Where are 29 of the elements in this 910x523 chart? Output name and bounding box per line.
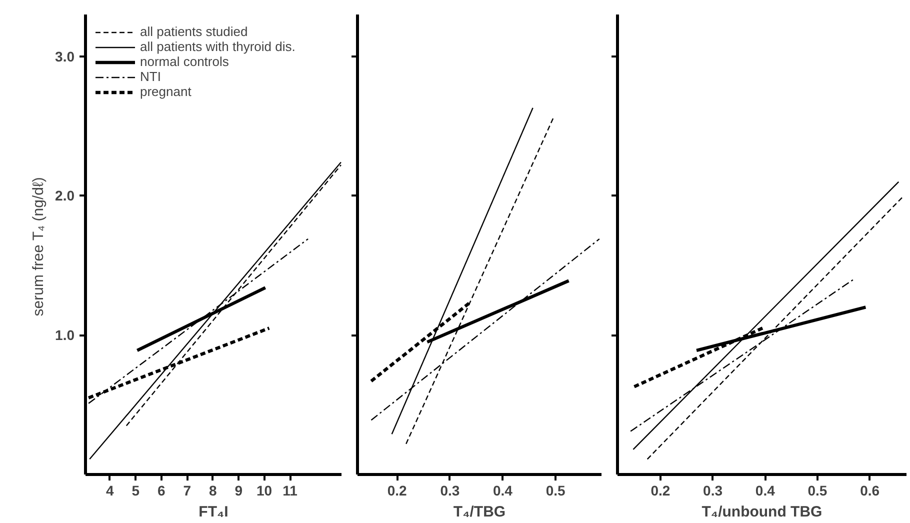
y-tick-label: 3.0 <box>55 48 75 64</box>
legend-label: pregnant <box>140 84 192 99</box>
x-tick-label: 0.5 <box>546 482 566 498</box>
x-axis-title: T₄/TBG <box>453 504 506 520</box>
x-tick-label: 8 <box>208 482 217 498</box>
x-tick-label: 0.3 <box>703 482 723 498</box>
legend-label: all patients with thyroid dis. <box>140 39 296 54</box>
x-tick-label: 6 <box>158 482 166 498</box>
y-tick-label: 1.0 <box>55 327 75 344</box>
x-tick-label: 0.4 <box>493 482 513 498</box>
x-tick-label: 0.4 <box>755 482 776 498</box>
x-tick-label: 0.2 <box>387 482 408 498</box>
x-tick-label: 7 <box>183 482 192 498</box>
x-tick-label: 0.3 <box>440 482 460 498</box>
x-tick-label: 0.2 <box>650 482 670 498</box>
legend-label: NTI <box>140 69 161 84</box>
x-tick-label: 11 <box>282 482 298 498</box>
x-tick-label: 4 <box>106 482 114 498</box>
x-tick-label: 0.5 <box>808 482 828 498</box>
legend-label: normal controls <box>140 54 229 69</box>
x-axis-title: T₄/unbound TBG <box>702 504 822 520</box>
x-tick-label: 9 <box>234 482 243 498</box>
x-tick-label: 5 <box>132 482 140 498</box>
y-tick-label: 2.0 <box>55 188 75 204</box>
x-tick-label: 10 <box>256 482 272 498</box>
x-axis-title: FT₄I <box>198 504 228 520</box>
legend-label: all patients studied <box>140 24 248 39</box>
y-axis-title: serum free T₄ (ng/dℓ) <box>30 177 48 316</box>
x-tick-label: 0.6 <box>860 482 880 498</box>
